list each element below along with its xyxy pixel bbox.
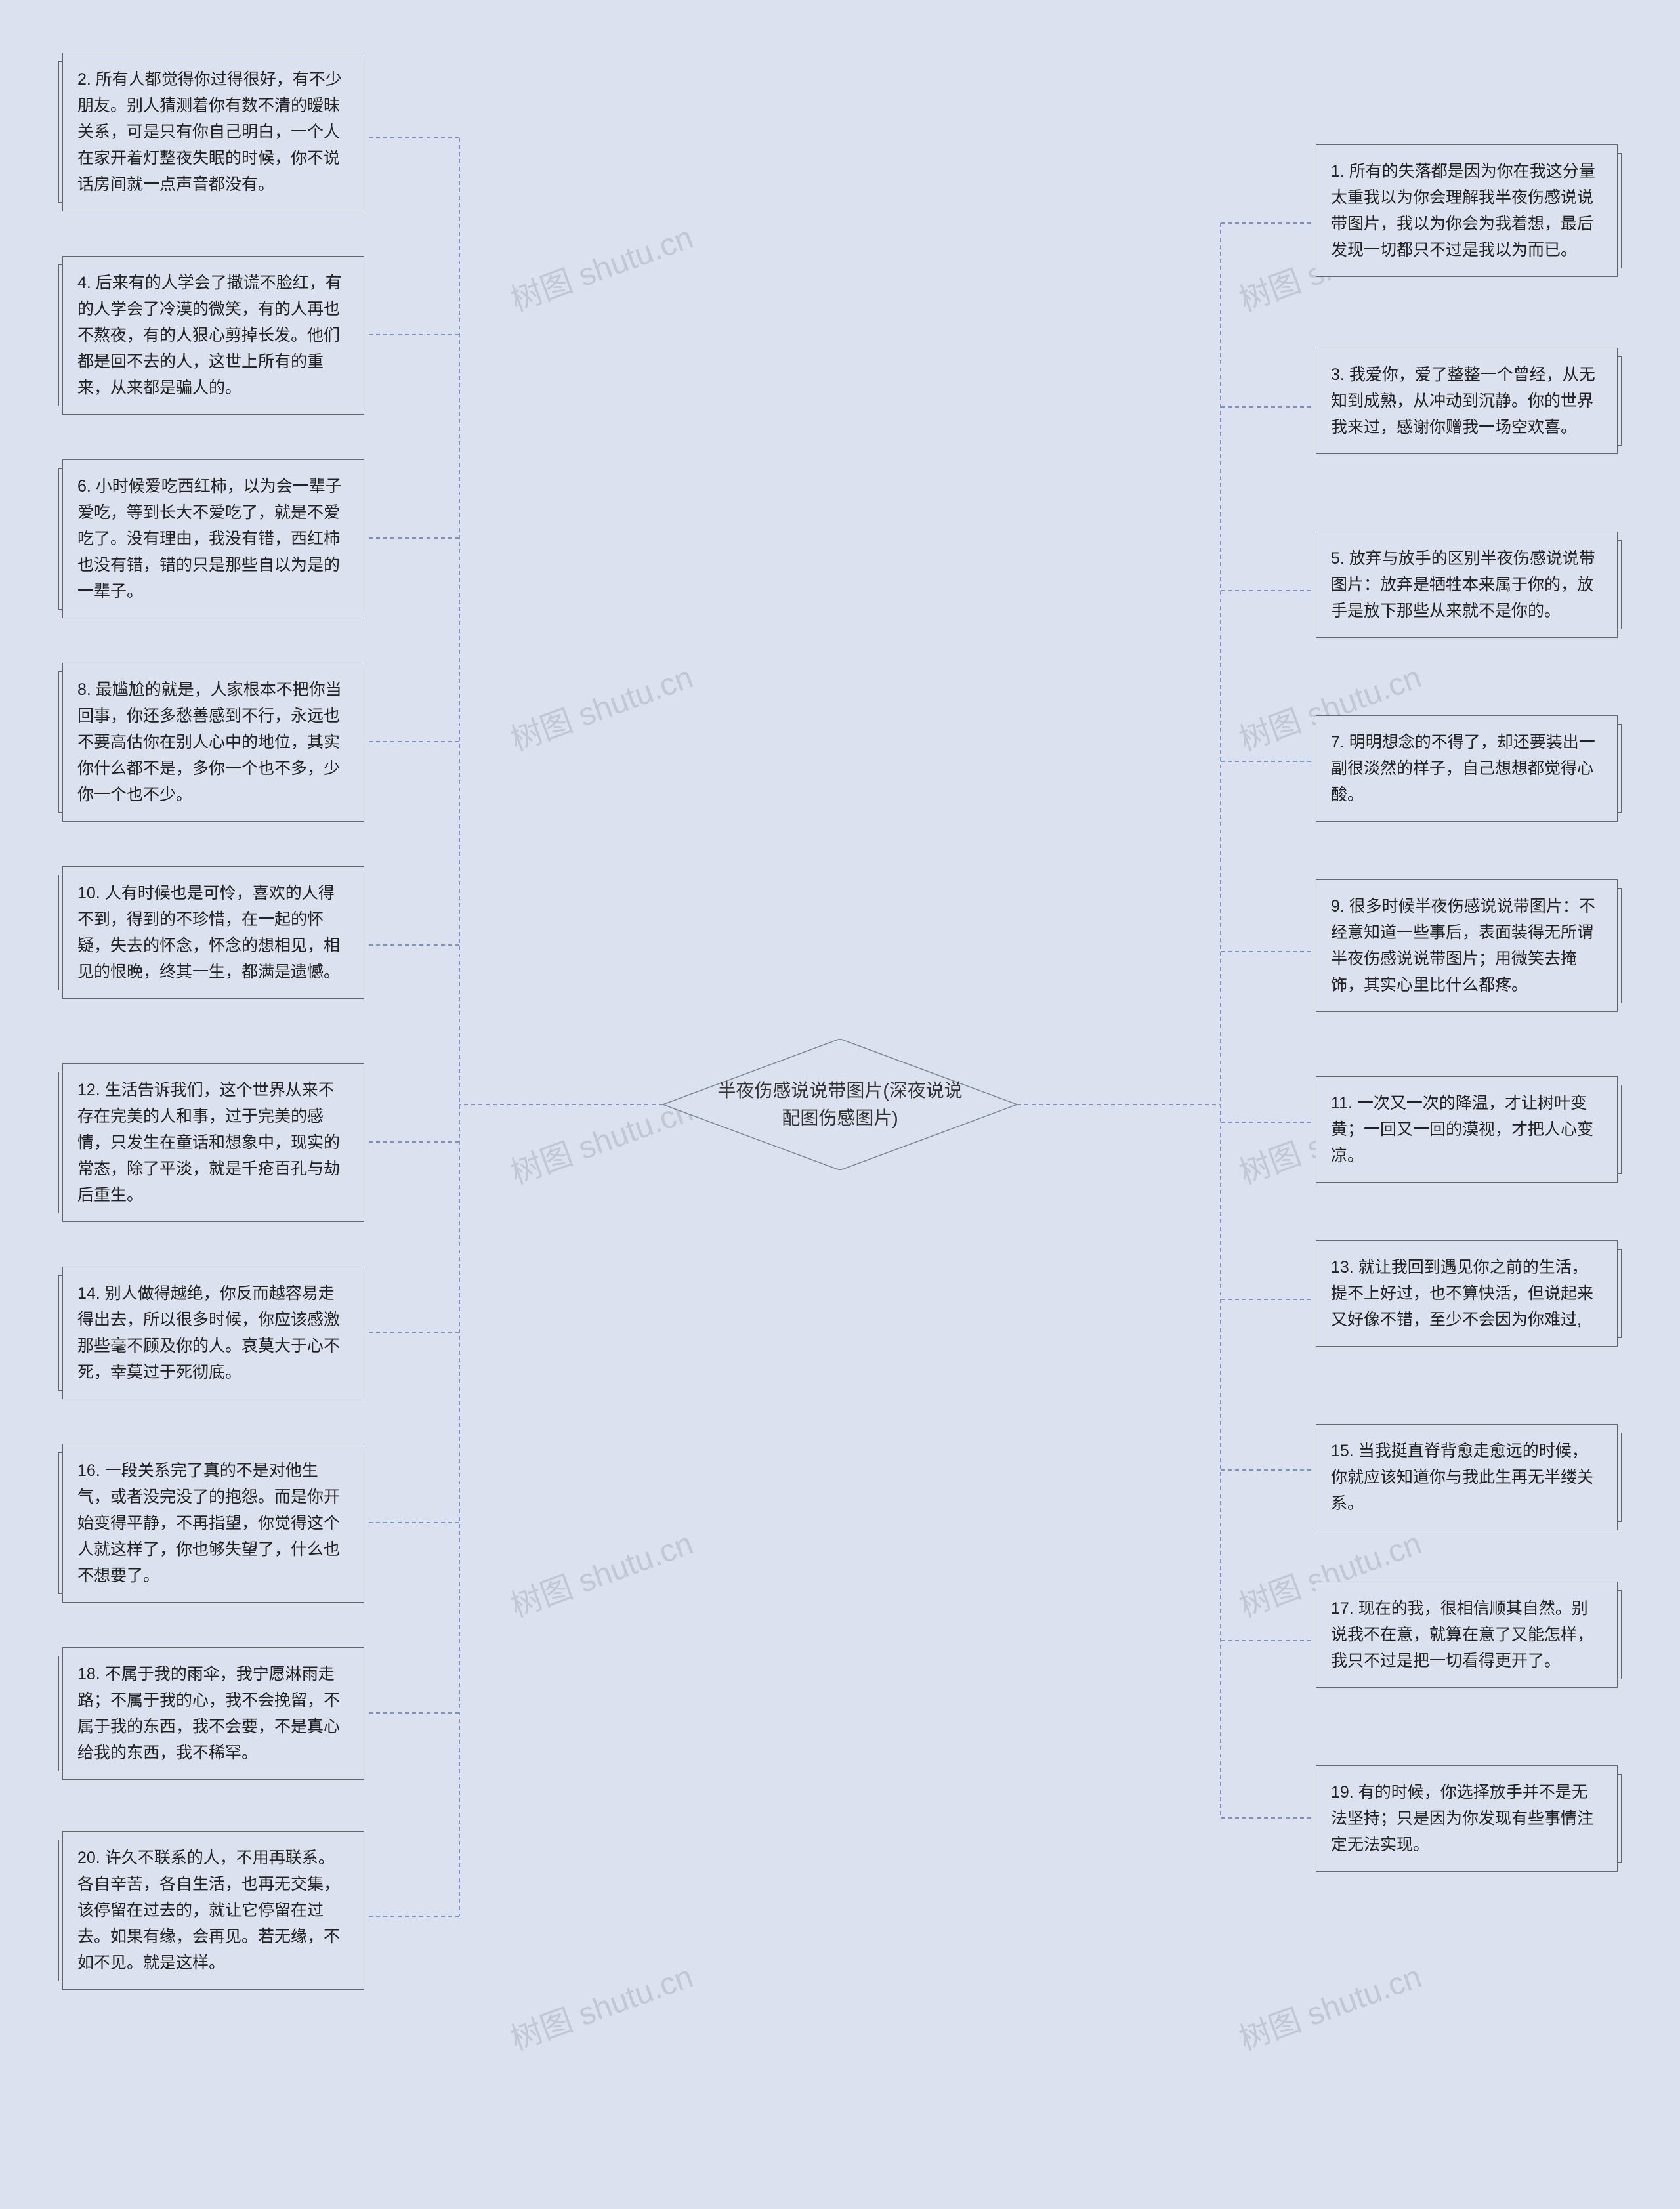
node-text: 9. 很多时候半夜伤感说说带图片：不经意知道一些事后，表面装得无所谓半夜伤感说说… bbox=[1331, 897, 1595, 994]
node-text: 6. 小时候爱吃西红柿，以为会一辈子爱吃，等到长大不爱吃了，就是不爱吃了。没有理… bbox=[77, 477, 342, 600]
node-text: 12. 生活告诉我们，这个世界从来不存在完美的人和事，过于完美的感情，只发生在童… bbox=[77, 1081, 340, 1204]
watermark: 树图 shutu.cn bbox=[1232, 1950, 1427, 2059]
center-node: 半夜伤感说说带图片(深夜说说配图伤感图片) bbox=[663, 1039, 1017, 1170]
node-text: 3. 我爱你，爱了整整一个曾经，从无知到成熟，从冲动到沉静。你的世界我来过，感谢… bbox=[1331, 366, 1595, 436]
node-text: 20. 许久不联系的人，不用再联系。各自辛苦，各自生活，也再无交集，该停留在过去… bbox=[77, 1849, 340, 1972]
node-text: 11. 一次又一次的降温，才让树叶变黄；一回又一回的漠视，才把人心变凉。 bbox=[1331, 1094, 1593, 1165]
node-text: 2. 所有人都觉得你过得很好，有不少朋友。别人猜测着你有数不清的暧昧关系，可是只… bbox=[77, 70, 342, 194]
node-text: 17. 现在的我，很相信顺其自然。别说我不在意，就算在意了又能怎样，我只不过是把… bbox=[1331, 1599, 1593, 1670]
node-text: 15. 当我挺直脊背愈走愈远的时候，你就应该知道你与我此生再无半缕关系。 bbox=[1331, 1442, 1593, 1513]
branch-node: 14. 别人做得越绝，你反而越容易走得出去，所以很多时候，你应该感激那些毫不顾及… bbox=[62, 1267, 364, 1399]
branch-node: 18. 不属于我的雨伞，我宁愿淋雨走路；不属于我的心，我不会挽留，不属于我的东西… bbox=[62, 1647, 364, 1780]
branch-node: 6. 小时候爱吃西红柿，以为会一辈子爱吃，等到长大不爱吃了，就是不爱吃了。没有理… bbox=[62, 459, 364, 618]
node-text: 4. 后来有的人学会了撒谎不脸红，有的人学会了冷漠的微笑，有的人再也不熬夜，有的… bbox=[77, 274, 342, 397]
node-text: 8. 最尴尬的就是，人家根本不把你当回事，你还多愁善感到不行，永远也不要高估你在… bbox=[77, 681, 342, 804]
center-title: 半夜伤感说说带图片(深夜说说配图伤感图片) bbox=[715, 1077, 965, 1132]
branch-node: 11. 一次又一次的降温，才让树叶变黄；一回又一回的漠视，才把人心变凉。 bbox=[1316, 1076, 1618, 1183]
node-text: 19. 有的时候，你选择放手并不是无法坚持；只是因为你发现有些事情注定无法实现。 bbox=[1331, 1783, 1593, 1854]
branch-node: 3. 我爱你，爱了整整一个曾经，从无知到成熟，从冲动到沉静。你的世界我来过，感谢… bbox=[1316, 348, 1618, 454]
node-text: 13. 就让我回到遇见你之前的生活，提不上好过，也不算快活，但说起来又好像不错，… bbox=[1331, 1258, 1593, 1329]
watermark: 树图 shutu.cn bbox=[503, 211, 698, 320]
branch-node: 8. 最尴尬的就是，人家根本不把你当回事，你还多愁善感到不行，永远也不要高估你在… bbox=[62, 663, 364, 822]
node-text: 5. 放弃与放手的区别半夜伤感说说带图片：放弃是牺牲本来属于你的，放手是放下那些… bbox=[1331, 549, 1595, 620]
branch-node: 1. 所有的失落都是因为你在我这分量太重我以为你会理解我半夜伤感说说带图片，我以… bbox=[1316, 144, 1618, 277]
node-text: 18. 不属于我的雨伞，我宁愿淋雨走路；不属于我的心，我不会挽留，不属于我的东西… bbox=[77, 1665, 340, 1762]
branch-node: 19. 有的时候，你选择放手并不是无法坚持；只是因为你发现有些事情注定无法实现。 bbox=[1316, 1765, 1618, 1872]
branch-node: 20. 许久不联系的人，不用再联系。各自辛苦，各自生活，也再无交集，该停留在过去… bbox=[62, 1831, 364, 1990]
branch-node: 7. 明明想念的不得了，却还要装出一副很淡然的样子，自己想想都觉得心酸。 bbox=[1316, 715, 1618, 822]
branch-node: 16. 一段关系完了真的不是对他生气，或者没完没了的抱怨。而是你开始变得平静，不… bbox=[62, 1444, 364, 1603]
branch-node: 15. 当我挺直脊背愈走愈远的时候，你就应该知道你与我此生再无半缕关系。 bbox=[1316, 1424, 1618, 1530]
branch-node: 10. 人有时候也是可怜，喜欢的人得不到，得到的不珍惜，在一起的怀疑，失去的怀念… bbox=[62, 866, 364, 999]
branch-node: 9. 很多时候半夜伤感说说带图片：不经意知道一些事后，表面装得无所谓半夜伤感说说… bbox=[1316, 879, 1618, 1012]
branch-node: 2. 所有人都觉得你过得很好，有不少朋友。别人猜测着你有数不清的暧昧关系，可是只… bbox=[62, 53, 364, 211]
node-text: 7. 明明想念的不得了，却还要装出一副很淡然的样子，自己想想都觉得心酸。 bbox=[1331, 733, 1595, 804]
branch-node: 12. 生活告诉我们，这个世界从来不存在完美的人和事，过于完美的感情，只发生在童… bbox=[62, 1063, 364, 1222]
node-text: 14. 别人做得越绝，你反而越容易走得出去，所以很多时候，你应该感激那些毫不顾及… bbox=[77, 1284, 340, 1381]
branch-node: 17. 现在的我，很相信顺其自然。别说我不在意，就算在意了又能怎样，我只不过是把… bbox=[1316, 1582, 1618, 1688]
node-text: 10. 人有时候也是可怜，喜欢的人得不到，得到的不珍惜，在一起的怀疑，失去的怀念… bbox=[77, 884, 340, 981]
branch-node: 5. 放弃与放手的区别半夜伤感说说带图片：放弃是牺牲本来属于你的，放手是放下那些… bbox=[1316, 532, 1618, 638]
node-text: 16. 一段关系完了真的不是对他生气，或者没完没了的抱怨。而是你开始变得平静，不… bbox=[77, 1462, 340, 1585]
branch-node: 4. 后来有的人学会了撒谎不脸红，有的人学会了冷漠的微笑，有的人再也不熬夜，有的… bbox=[62, 256, 364, 415]
watermark: 树图 shutu.cn bbox=[503, 651, 698, 759]
node-text: 1. 所有的失落都是因为你在我这分量太重我以为你会理解我半夜伤感说说带图片，我以… bbox=[1331, 162, 1595, 259]
watermark: 树图 shutu.cn bbox=[503, 1950, 698, 2059]
branch-node: 13. 就让我回到遇见你之前的生活，提不上好过，也不算快活，但说起来又好像不错，… bbox=[1316, 1240, 1618, 1347]
watermark: 树图 shutu.cn bbox=[503, 1517, 698, 1626]
